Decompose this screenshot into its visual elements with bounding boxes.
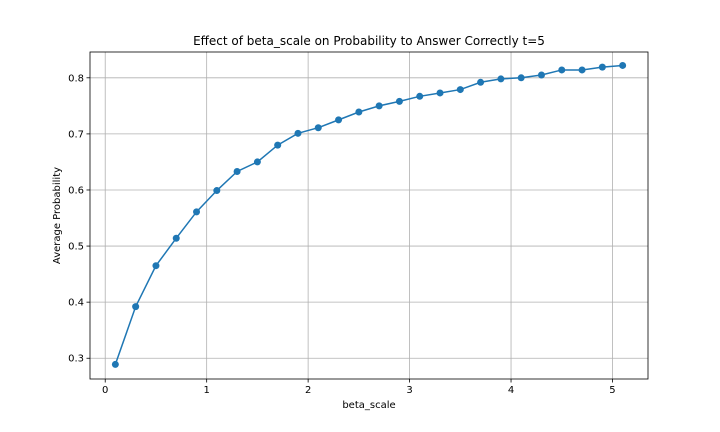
data-point — [477, 78, 485, 86]
plot-frame — [89, 51, 649, 380]
y-tick-label: 0.6 — [68, 185, 84, 196]
y-tick-label: 0.8 — [68, 73, 84, 84]
y-tick-label: 0.7 — [68, 129, 84, 140]
data-point — [132, 303, 140, 311]
data-point — [172, 234, 180, 242]
data-point — [558, 66, 566, 74]
data-point — [274, 141, 282, 149]
y-tick-label: 0.3 — [68, 354, 84, 365]
data-point — [375, 102, 383, 110]
series-layer — [111, 61, 627, 368]
y-axis-label: Average Probability — [52, 167, 63, 264]
data-point — [355, 108, 363, 116]
grid — [90, 52, 648, 379]
data-point — [152, 262, 160, 270]
data-point — [598, 63, 606, 71]
data-point — [335, 116, 343, 124]
data-point — [578, 66, 586, 74]
data-point — [619, 61, 627, 69]
data-point — [294, 129, 302, 137]
y-tick-label: 0.4 — [68, 298, 84, 309]
x-tick-label: 2 — [305, 385, 311, 396]
data-point — [233, 167, 241, 175]
x-tick-label: 4 — [508, 385, 514, 396]
data-point — [456, 86, 464, 94]
x-tick-label: 0 — [102, 385, 108, 396]
data-point — [537, 71, 545, 79]
x-tick-label: 1 — [203, 385, 209, 396]
data-point — [314, 124, 322, 132]
x-axis-label: beta_scale — [342, 400, 395, 411]
data-point — [416, 92, 424, 100]
x-tick-label: 3 — [406, 385, 412, 396]
data-point — [497, 75, 505, 83]
data-point — [436, 89, 444, 97]
data-point — [253, 158, 261, 166]
data-point — [111, 360, 119, 368]
ticks: 0 1 2 3 4 5 0.3 0.4 0.5 0.6 0.7 0.8 — [68, 73, 616, 396]
chart-title: Effect of beta_scale on Probability to A… — [193, 34, 545, 48]
data-point — [395, 97, 403, 105]
y-tick-label: 0.5 — [68, 242, 84, 253]
data-point — [193, 208, 201, 216]
x-tick-label: 5 — [609, 385, 615, 396]
data-point — [213, 187, 221, 195]
data-point — [517, 74, 525, 82]
